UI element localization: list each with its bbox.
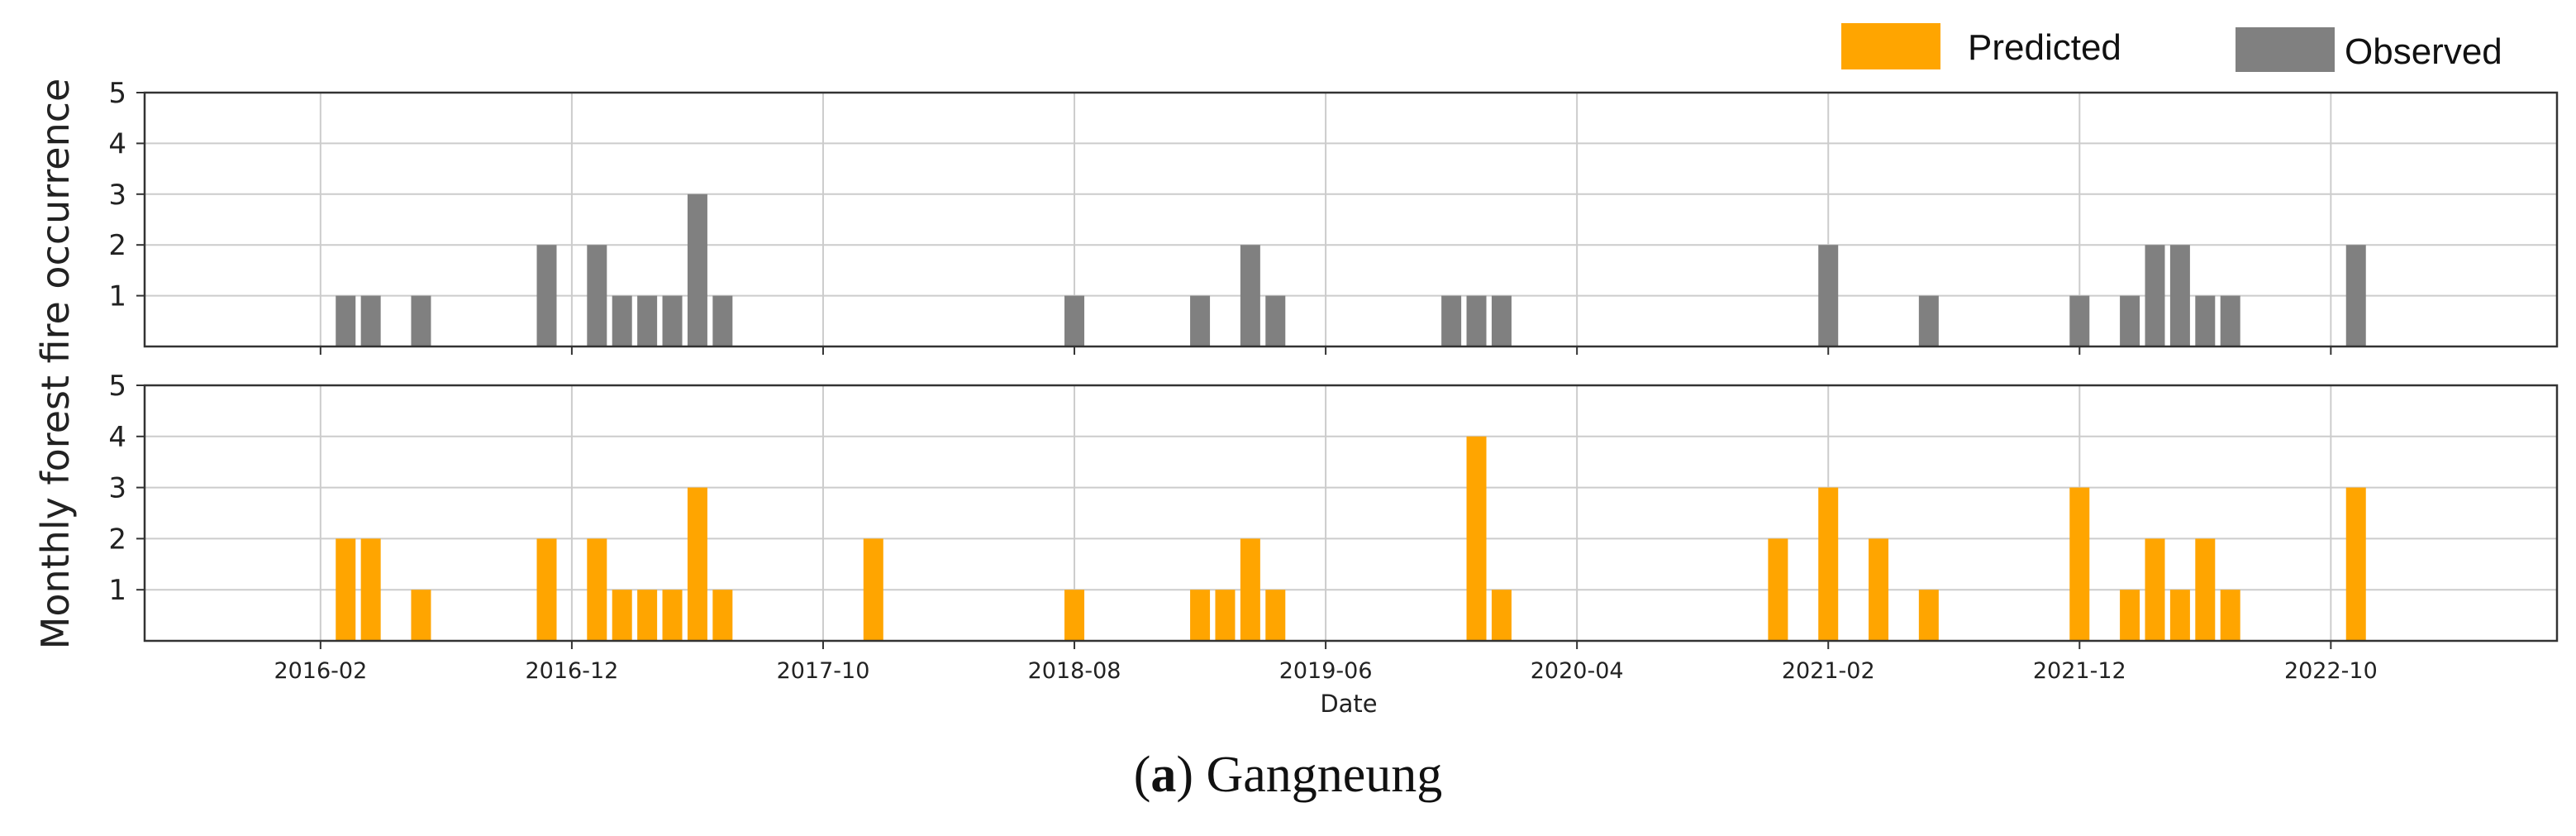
figure-caption: (a) Gangneung: [0, 746, 2576, 805]
y-tick-label: 1: [108, 574, 126, 607]
bar-observed-2021-06: [1918, 295, 1939, 346]
bar-predicted-2020-01: [1491, 590, 1512, 641]
legend-swatch-predicted: [1841, 23, 1940, 69]
bar-observed-2021-12: [2069, 295, 2090, 346]
bar-predicted-2017-06: [712, 590, 733, 641]
x-tick-label: 2018-08: [1028, 658, 1121, 684]
plot-frame: [143, 91, 2559, 348]
bar-predicted-2021-06: [1918, 590, 1939, 641]
bar-predicted-2022-02: [2120, 590, 2140, 641]
bar-predicted-2022-03: [2145, 538, 2165, 641]
panels: 1 2 3 4 5 1 2 3 4 5 2016-02 2016-12 2017-10 2018-08 20…: [108, 77, 2559, 684]
caption-close-paren: ): [1176, 747, 1193, 803]
bar-observed-2022-11: [2345, 245, 2366, 346]
bar-predicted-2019-03: [1240, 538, 1260, 641]
bar-observed-2019-01: [1190, 295, 1211, 346]
bar-predicted-2022-06: [2220, 590, 2240, 641]
bar-observed-2016-11: [536, 245, 557, 346]
bar-predicted-2016-03: [336, 538, 356, 641]
y-tick-label: 4: [108, 127, 126, 160]
bar-observed-2017-06: [712, 295, 733, 346]
bar-observed-2019-04: [1265, 295, 1286, 346]
bar-observed-2017-03: [637, 295, 658, 346]
bar-observed-2022-04: [2169, 245, 2190, 346]
x-tick-label: 2021-12: [2033, 658, 2126, 684]
legend: Predicted Observed: [1841, 23, 2502, 72]
bar-observed-2016-04: [360, 295, 381, 346]
x-axis-label: Date: [1320, 690, 1377, 718]
y-axis-label: Monthly forest fire occurrence: [33, 79, 78, 650]
bar-predicted-2016-11: [536, 538, 557, 641]
bar-predicted-2019-12: [1466, 436, 1487, 641]
y-tick-label: 5: [108, 77, 126, 110]
bar-predicted-2019-04: [1265, 590, 1286, 641]
bar-observed-2018-08: [1064, 295, 1085, 346]
bar-observed-2022-05: [2195, 295, 2216, 346]
y-tick-label: 4: [108, 421, 126, 454]
bar-predicted-2022-11: [2345, 487, 2366, 641]
caption-label: a: [1150, 747, 1177, 803]
x-tick-label: 2016-12: [526, 658, 619, 684]
bar-observed-2022-06: [2220, 295, 2240, 346]
bar-predicted-2019-02: [1215, 590, 1236, 641]
bar-observed-2017-05: [687, 193, 707, 346]
legend-swatch-observed: [2236, 27, 2335, 72]
x-tick-label: 2022-10: [2284, 658, 2378, 684]
bar-predicted-2016-04: [360, 538, 381, 641]
bar-observed-2016-03: [336, 295, 356, 346]
bar-observed-2019-03: [1240, 245, 1260, 346]
bar-predicted-2022-04: [2169, 590, 2190, 641]
y-tick-label: 3: [108, 179, 126, 212]
y-tick-label: 1: [108, 280, 126, 313]
bar-predicted-2017-12: [863, 538, 883, 641]
bar-predicted-2021-04: [1869, 538, 1889, 641]
bar-observed-2017-01: [587, 245, 607, 346]
legend-label-predicted: Predicted: [1968, 27, 2121, 68]
bar-observed-2016-06: [411, 295, 431, 346]
bar-predicted-2017-04: [662, 590, 683, 641]
caption-text: Gangneung: [1193, 747, 1443, 803]
x-tick-label: 2021-02: [1782, 658, 1875, 684]
bar-observed-2017-04: [662, 295, 683, 346]
bar-predicted-2017-05: [687, 487, 707, 641]
plot-frame: [143, 384, 2559, 643]
bar-predicted-2021-02: [1818, 487, 1839, 641]
y-tick-label: 3: [108, 472, 126, 505]
bar-observed-2019-12: [1466, 295, 1487, 346]
y-tick-label: 2: [108, 229, 126, 262]
bar-predicted-2016-06: [411, 590, 431, 641]
bar-observed-2022-02: [2120, 295, 2140, 346]
x-tick-label: 2017-10: [777, 658, 870, 684]
legend-label-observed: Observed: [2345, 31, 2502, 72]
panel-predicted: 1 2 3 4 5: [108, 370, 2559, 649]
panel-observed: 1 2 3 4 5: [108, 77, 2559, 355]
bar-predicted-2017-01: [587, 538, 607, 641]
bar-observed-2021-02: [1818, 245, 1839, 346]
x-tick-label: 2020-04: [1531, 658, 1624, 684]
bar-observed-2020-01: [1491, 295, 1512, 346]
caption-open-paren: (: [1133, 747, 1151, 803]
bar-predicted-2019-01: [1190, 590, 1211, 641]
bar-predicted-2017-03: [637, 590, 658, 641]
bar-predicted-2022-05: [2195, 538, 2216, 641]
y-tick-label: 2: [108, 523, 126, 556]
bar-observed-2017-02: [612, 295, 632, 346]
bar-predicted-2021-12: [2069, 487, 2090, 641]
bar-predicted-2017-02: [612, 590, 632, 641]
bar-predicted-2018-08: [1064, 590, 1085, 641]
y-tick-label: 5: [108, 370, 126, 403]
bar-observed-2022-03: [2145, 245, 2165, 346]
bar-observed-2019-11: [1441, 295, 1462, 346]
x-tick-label: 2019-06: [1279, 658, 1373, 684]
x-tick-label: 2016-02: [274, 658, 367, 684]
bar-predicted-2020-12: [1768, 538, 1788, 641]
